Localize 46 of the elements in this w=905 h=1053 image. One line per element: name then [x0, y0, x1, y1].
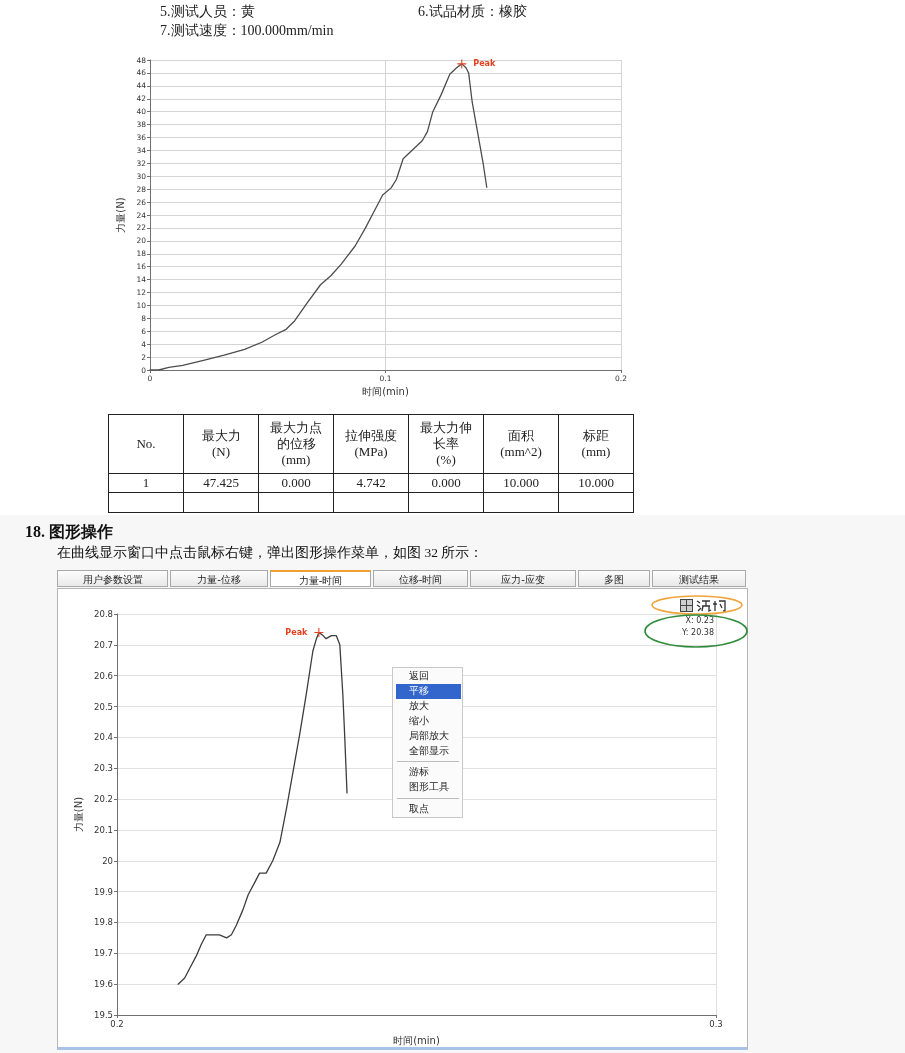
x-tick-label: 0.3	[709, 1018, 723, 1029]
tab: 多图	[578, 570, 650, 587]
annotation: 放大	[409, 698, 429, 713]
x-axis-title: 时间(min)	[393, 1034, 440, 1046]
y-tick-label: 19.9	[94, 886, 113, 897]
tab: 测试结果	[652, 570, 746, 587]
y-tick-label: 20.2	[94, 794, 113, 805]
y-tick-label: 20.8	[94, 609, 113, 619]
tab: 力量-时间	[270, 570, 371, 587]
y-tick-label: 19.7	[94, 948, 113, 959]
y-tick-label: 20.5	[94, 701, 113, 712]
text: 6.试品材质：橡胶	[418, 3, 527, 20]
x-axis-title: 时间(min)	[362, 386, 409, 398]
annotation: 局部放大	[409, 728, 449, 743]
chart-title: 18. 图形操作	[25, 522, 113, 542]
y-tick-label: 19.6	[94, 979, 113, 990]
annotation: X: 0.23	[684, 616, 714, 626]
chart-subtitle: 在曲线显示窗口中点击鼠标右键，弹出图形操作菜单，如图 32 所示：	[57, 544, 484, 562]
y-tick-label: 20	[102, 855, 113, 866]
tab: 用户参数设置	[57, 570, 168, 587]
y-tick-label: 19.8	[94, 917, 113, 928]
text: 5.测试人员：黄	[160, 3, 255, 20]
annotation: 返回	[409, 669, 429, 683]
annotation: Peak	[285, 628, 309, 638]
y-tick-label: 20.1	[94, 824, 113, 835]
text: 7.测试速度：100.000mm/min	[160, 22, 334, 39]
tab: 应力-应变	[470, 570, 576, 587]
annotation: Peak	[473, 59, 496, 69]
y-axis-title: 力量(N)	[115, 197, 127, 233]
annotation: 缩小	[409, 713, 429, 728]
annotation: 游标	[409, 765, 429, 780]
table: No. 最大力 (N) 最大力点的位移 (mm) 拉伸强度 (MPa) 最大力伸长率 (%) 面积 (mm^2) 标距 (mm) 1 47.425 0.000 4.742 0.000 10.000 10.000	[108, 414, 634, 513]
y-tick-label: 20.4	[94, 732, 113, 743]
annotation: 取点	[409, 802, 429, 817]
annotation: 平移	[409, 683, 429, 698]
annotation: Y: 20.38	[681, 628, 714, 638]
y-tick-label: 20.6	[94, 670, 113, 681]
x-tick-label: 0.2	[110, 1018, 124, 1029]
y-axis-title: 力量(N)	[72, 796, 84, 833]
annotation: 图形工具	[409, 780, 449, 795]
y-tick-label: 20.7	[94, 639, 113, 650]
tab: 位移-时间	[373, 570, 468, 587]
y-tick-label: 19.5	[94, 1010, 113, 1020]
tab: 力量-位移	[170, 570, 268, 587]
annotation: 全部显示	[409, 743, 449, 758]
y-tick-label: 20.3	[94, 763, 113, 774]
